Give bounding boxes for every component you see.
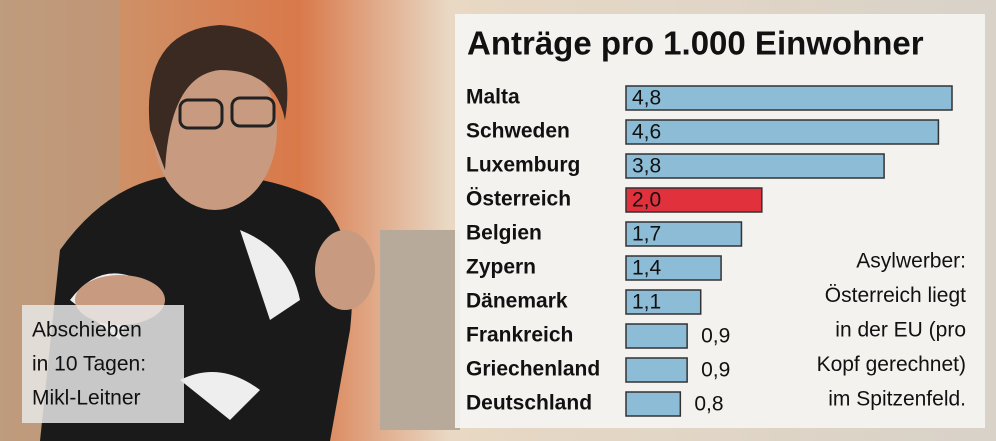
bar [625, 289, 702, 315]
value-label: 2,0 [632, 189, 661, 212]
category-label: Zypern [466, 256, 536, 279]
bar [625, 221, 743, 247]
value-label: 1,7 [632, 223, 661, 246]
value-label: 1,4 [632, 257, 662, 280]
category-label: Belgien [466, 222, 542, 245]
value-label: 0,9 [701, 325, 730, 348]
bar [625, 119, 940, 145]
plot: Malta 4,8 Schweden 4,6 Luxemburg 3,8 Österreic… [466, 85, 966, 417]
bar [625, 153, 885, 179]
value-label: 4,8 [632, 87, 661, 110]
value-label: 1,1 [632, 291, 661, 314]
caption-line: Mikl-Leitner [32, 387, 141, 410]
category-label: Malta [466, 86, 520, 109]
category-label: Schweden [466, 120, 570, 143]
annotation-line: Asylwerber: [856, 250, 966, 273]
annotation-line: im Spitzenfeld. [828, 388, 966, 411]
caption-box [22, 305, 184, 423]
category-label: Dänemark [466, 290, 568, 313]
category-label: Frankreich [466, 324, 573, 347]
caption: Abschieben in 10 Tagen: Mikl-Leitner [32, 319, 146, 410]
category-label: Österreich [466, 188, 571, 211]
bar [625, 187, 763, 213]
bar [625, 323, 688, 349]
chart-title: Anträge pro 1.000 Einwohner [467, 25, 924, 62]
chart-panel [455, 14, 985, 428]
bar [625, 85, 953, 111]
annotation-line: Österreich liegt [825, 284, 966, 307]
category-label: Luxemburg [466, 154, 580, 177]
annotation-line: Kopf gerechnet) [817, 353, 966, 376]
caption-line: in 10 Tagen: [32, 353, 146, 376]
bar [625, 357, 688, 383]
value-label: 3,8 [632, 155, 661, 178]
category-label: Deutschland [466, 392, 592, 415]
value-label: 4,6 [632, 121, 661, 144]
annotation-line: in der EU (pro [835, 319, 966, 342]
caption-line: Abschieben [32, 319, 142, 342]
value-label: 0,9 [701, 359, 730, 382]
category-label: Griechenland [466, 358, 600, 381]
bar [625, 391, 682, 417]
bar [625, 255, 722, 281]
value-label: 0,8 [694, 393, 723, 416]
